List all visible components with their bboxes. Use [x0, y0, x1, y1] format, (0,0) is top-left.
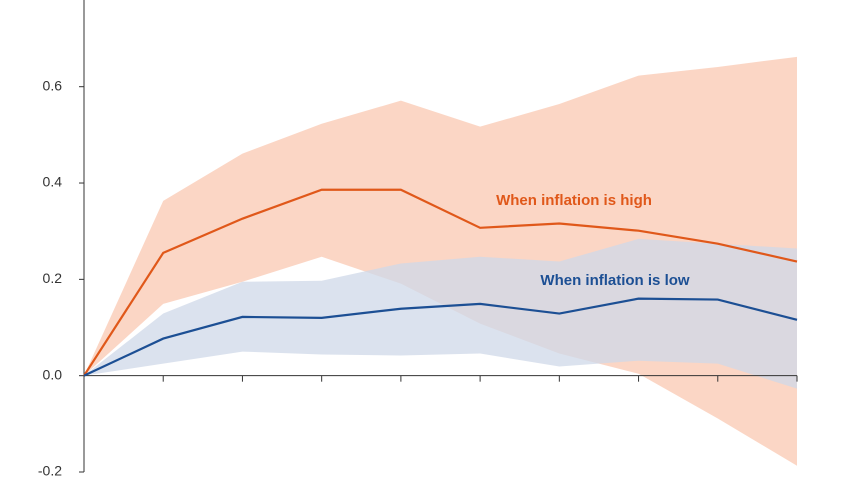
- series-line: [83, 188, 798, 377]
- y-tick-label: -0.2: [38, 463, 62, 479]
- series-line: [83, 297, 798, 377]
- series-label: When inflation is low: [540, 272, 689, 289]
- y-tick-label: 0.4: [43, 174, 63, 190]
- y-tick-label: 0.2: [43, 270, 63, 286]
- y-tick-label: 0.0: [43, 366, 63, 382]
- series-label: When inflation is high: [496, 192, 652, 209]
- confidence-band: [84, 238, 797, 389]
- y-tick-label: 0.6: [43, 77, 63, 93]
